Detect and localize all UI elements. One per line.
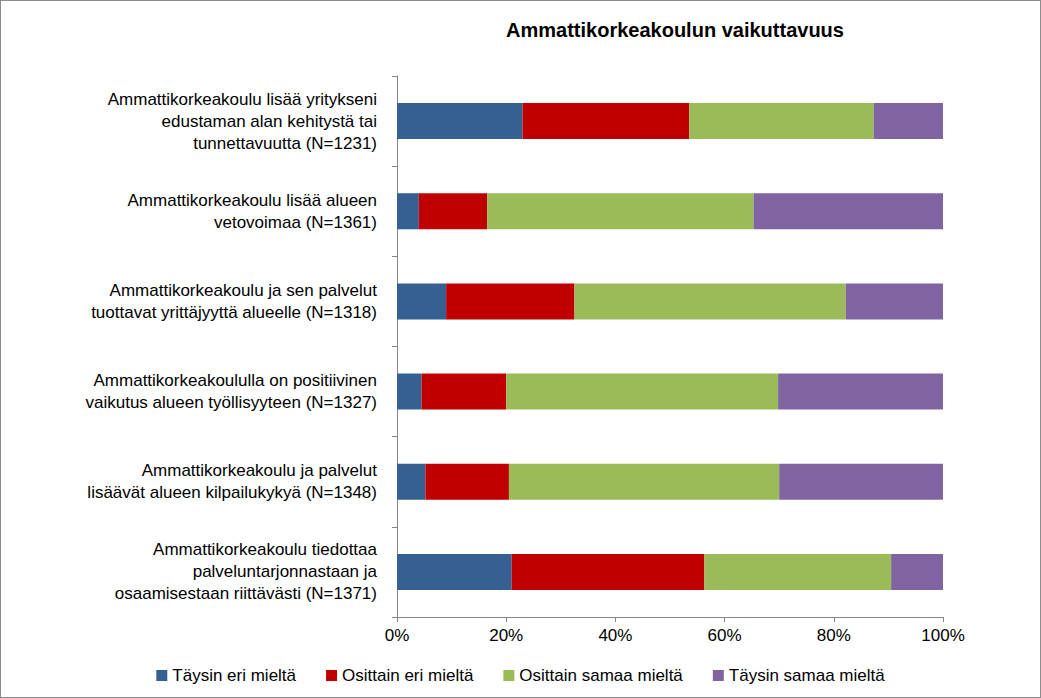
- svg-text:Osittain eri mieltä: Osittain eri mieltä: [342, 666, 474, 685]
- svg-text:vaikutus alueen työllisyyteen: vaikutus alueen työllisyyteen (N=1327): [85, 393, 377, 412]
- svg-text:lisäävät alueen kilpailukykyä: lisäävät alueen kilpailukykyä (N=1348): [87, 483, 377, 502]
- svg-text:Ammattikorkeakoulu lisää yrity: Ammattikorkeakoulu lisää yritykseni: [108, 90, 377, 109]
- svg-text:tuottavat yrittäjyyttä alueell: tuottavat yrittäjyyttä alueelle (N=1318): [91, 303, 377, 322]
- svg-text:Ammattikorkeakoulu lisää aluee: Ammattikorkeakoulu lisää alueen: [128, 191, 377, 210]
- svg-text:tunnettavuutta (N=1231): tunnettavuutta (N=1231): [193, 134, 377, 153]
- svg-text:Ammattikorkeakoululla on posit: Ammattikorkeakoululla on positiivinen: [94, 371, 377, 390]
- svg-text:osaamisestaan riittävästi (N=1: osaamisestaan riittävästi (N=1371): [115, 584, 377, 603]
- svg-text:80%: 80%: [817, 626, 851, 645]
- svg-text:20%: 20%: [489, 626, 523, 645]
- svg-text:Ammattikorkeakoulu ja sen palv: Ammattikorkeakoulu ja sen palvelut: [110, 281, 378, 300]
- svg-text:palveluntarjonnastaan ja: palveluntarjonnastaan ja: [193, 562, 378, 581]
- svg-text:0%: 0%: [385, 626, 410, 645]
- svg-text:Ammattikorkeakoulu tiedottaa: Ammattikorkeakoulu tiedottaa: [153, 540, 377, 559]
- svg-text:Osittain samaa mieltä: Osittain samaa mieltä: [519, 666, 683, 685]
- svg-text:Ammattikorkeakoulu ja palvelut: Ammattikorkeakoulu ja palvelut: [142, 461, 378, 480]
- svg-text:Täysin samaa mieltä: Täysin samaa mieltä: [729, 666, 885, 685]
- svg-text:Täysin eri mieltä: Täysin eri mieltä: [172, 666, 296, 685]
- svg-text:40%: 40%: [598, 626, 632, 645]
- svg-text:60%: 60%: [708, 626, 742, 645]
- svg-text:100%: 100%: [921, 626, 964, 645]
- svg-text:edustaman alan kehitystä tai: edustaman alan kehitystä tai: [162, 112, 377, 131]
- svg-text:vetovoimaa (N=1361): vetovoimaa (N=1361): [214, 213, 377, 232]
- svg-text:Ammattikorkeakoulun vaikuttavu: Ammattikorkeakoulun vaikuttavuus: [506, 19, 844, 41]
